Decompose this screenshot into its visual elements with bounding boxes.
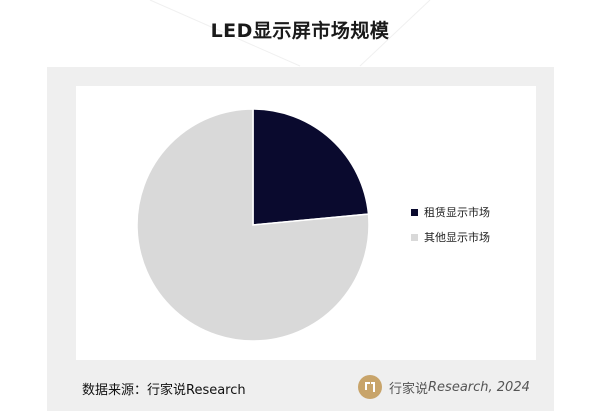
pie-slice-1: [136, 108, 370, 342]
data-source: 数据来源：行家说Research: [82, 383, 246, 398]
legend-swatch-other: [411, 233, 418, 241]
legend-label-rental: 租赁显示市场: [424, 206, 490, 219]
brand-watermark: 行家说 Research, 2024: [357, 374, 530, 400]
pie-slice-0: [252, 108, 370, 226]
legend-swatch-rental: [411, 208, 418, 216]
legend-item-other: 其他显示市场: [411, 229, 490, 245]
page-title: LED显示屏市场规模: [210, 20, 390, 42]
brand-research-year: Research, 2024: [428, 379, 530, 395]
hangjiashuo-logo-icon: [358, 375, 382, 399]
brand-name: 行家说: [389, 381, 429, 397]
pie-chart: [136, 108, 370, 342]
chart-legend: 租赁显示市场 其他显示市场: [411, 204, 490, 254]
legend-item-rental: 租赁显示市场: [411, 204, 490, 220]
legend-label-other: 其他显示市场: [424, 231, 490, 244]
